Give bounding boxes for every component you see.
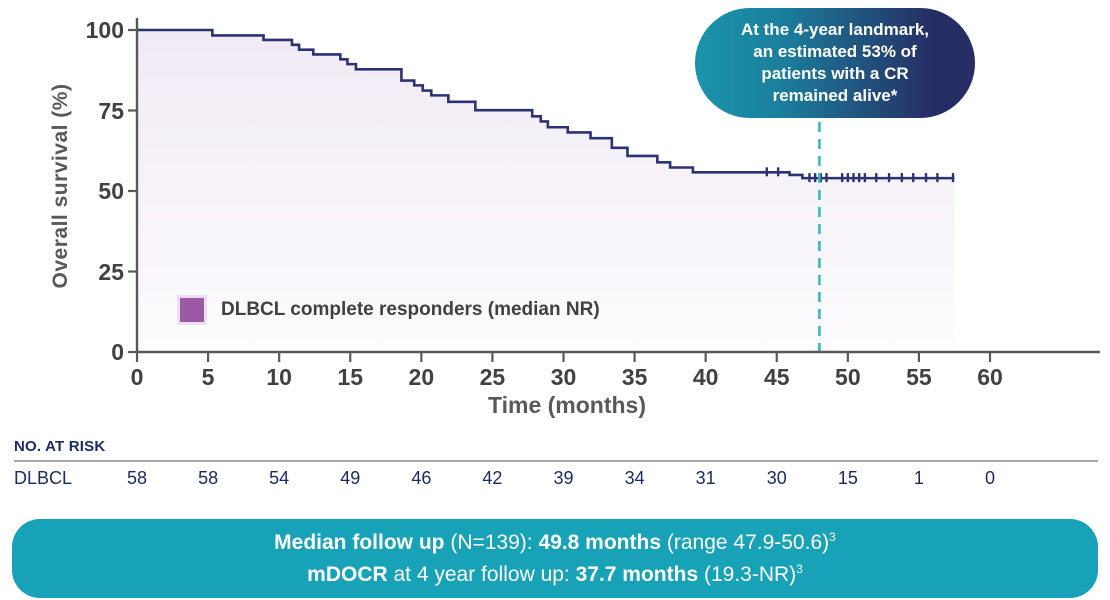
footer-banner: Median follow up (N=139): 49.8 months (r…: [12, 519, 1098, 598]
landmark-callout: At the 4-year landmark, an estimated 53%…: [695, 8, 975, 118]
footer-text-segment: at 4 year follow up:: [387, 562, 576, 586]
risk-value: 1: [913, 468, 924, 488]
footer-median-followup: Median follow up (N=139): 49.8 months (r…: [274, 527, 836, 559]
footer-text-segment: (range 47.9-50.6): [661, 531, 830, 554]
risk-table-header: NO. AT RISK: [14, 438, 106, 455]
footer-mdocr: mDOCR at 4 year follow up: 37.7 months (…: [307, 559, 803, 591]
risk-table-row: DLBCL 58 58 54 49 46 42 39 34 31 30 15 1 0: [0, 468, 1110, 492]
footer-text-segment: mDOCR: [307, 562, 388, 586]
risk-value: 30: [766, 468, 787, 488]
footer-text-segment: (N=139):: [444, 531, 539, 554]
legend: DLBCL complete responders (median NR): [177, 295, 600, 325]
legend-swatch-icon: [177, 295, 207, 325]
km-chart-canvas: [128, 18, 1100, 362]
x-tick-label: 5: [201, 364, 215, 390]
x-tick-label: 25: [479, 364, 506, 390]
x-tick-label: 45: [763, 364, 790, 390]
x-tick-label: 30: [550, 364, 577, 390]
risk-value: 46: [411, 468, 432, 488]
x-tick-label: 15: [337, 364, 364, 390]
risk-value: 15: [837, 468, 858, 488]
risk-value: 58: [126, 468, 148, 488]
legend-label: DLBCL complete responders (median NR): [221, 299, 600, 320]
risk-value: 0: [984, 468, 995, 488]
risk-value: 54: [269, 468, 290, 488]
y-tick-label: 100: [85, 17, 124, 43]
x-tick-label: 35: [621, 364, 648, 390]
landmark-callout-text: At the 4-year landmark, an estimated 53%…: [740, 19, 929, 106]
risk-value: 58: [198, 468, 219, 488]
x-tick-label: 60: [977, 364, 1003, 390]
x-tick-label: 50: [835, 364, 861, 390]
risk-value: 34: [624, 468, 645, 488]
footer-text-segment: 37.7 months: [575, 562, 699, 586]
x-tick-label: 40: [692, 364, 719, 390]
risk-table-divider: [14, 460, 1098, 462]
km-step-curve: [137, 28, 955, 180]
x-tick-label: 10: [266, 364, 292, 390]
risk-value: 42: [482, 468, 503, 488]
footer-text-segment: (19.3-NR): [698, 562, 797, 586]
y-tick-label: 50: [98, 178, 124, 204]
x-tick-label: 55: [906, 364, 932, 390]
risk-value: 49: [340, 468, 361, 488]
x-axis-title: Time (months): [487, 392, 647, 418]
y-tick-label: 0: [111, 339, 124, 365]
footer-text-segment: 49.8 months: [538, 531, 662, 554]
risk-value: 39: [553, 468, 574, 488]
footer-text-segment: Median follow up: [274, 531, 445, 554]
risk-row-label: DLBCL: [14, 468, 73, 488]
footnote-superscript: 3: [829, 530, 836, 544]
km-area-fill: [137, 30, 955, 352]
y-tick-label: 25: [98, 258, 124, 285]
y-tick-label: 75: [98, 97, 124, 124]
x-tick-label: 20: [408, 364, 435, 390]
footnote-superscript: 3: [796, 561, 803, 576]
x-tick-label: 0: [130, 364, 144, 390]
risk-value: 31: [695, 468, 716, 488]
